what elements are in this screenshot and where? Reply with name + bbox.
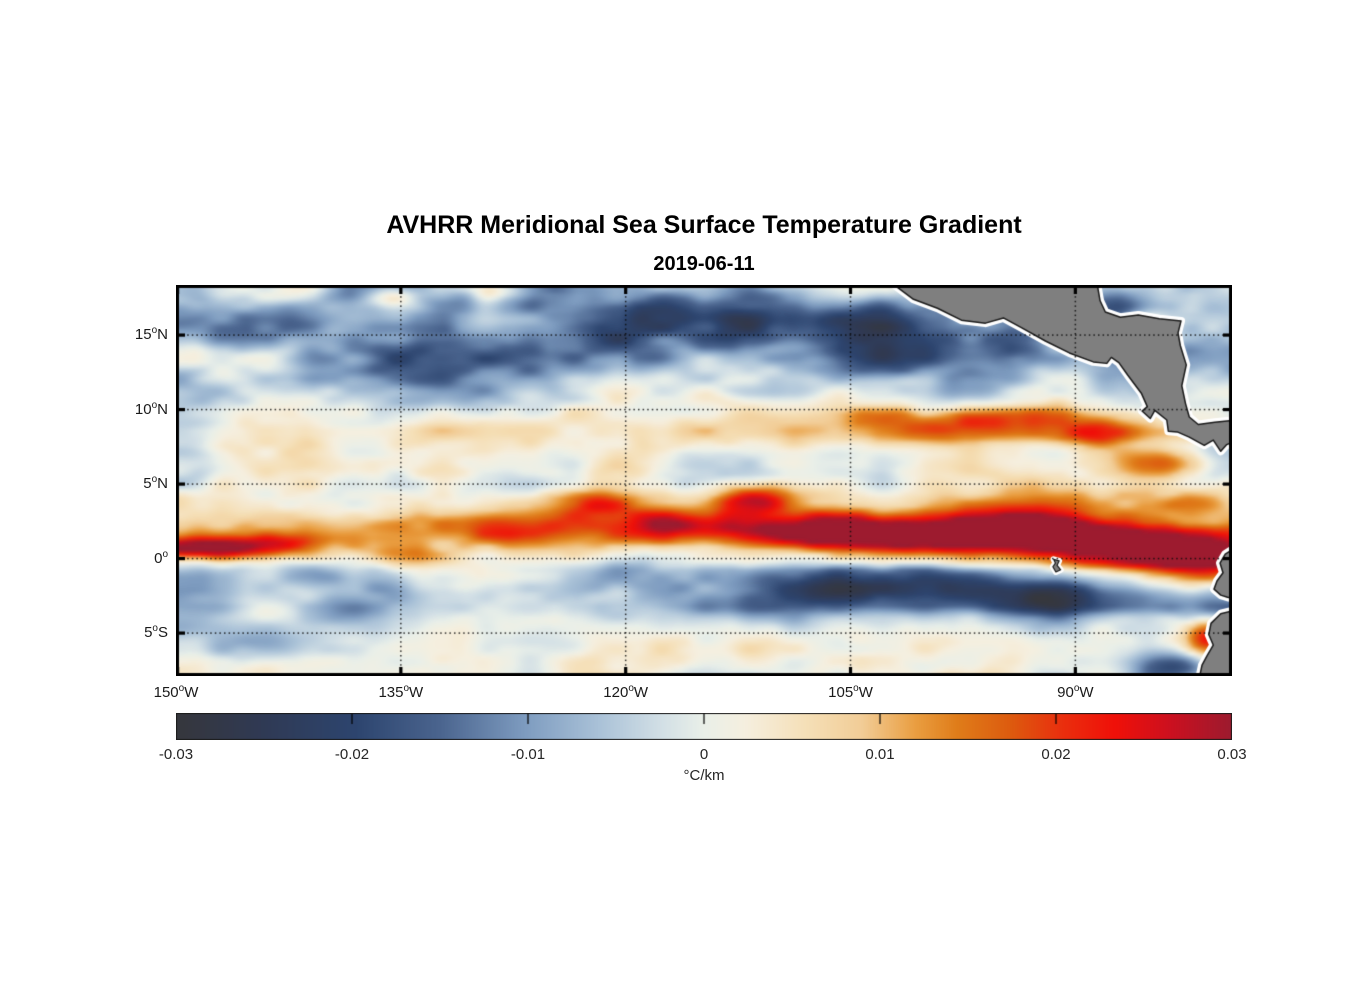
colorbar-tick-label: 0.02: [1041, 746, 1071, 763]
chart-title: AVHRR Meridional Sea Surface Temperature…: [386, 211, 1022, 239]
lon-tick-label: 135oW: [378, 683, 424, 702]
lat-tick-label: 5oS: [144, 623, 168, 642]
colorbar-tick-label: 0.03: [1217, 746, 1247, 763]
lon-tick-label: 120oW: [603, 683, 649, 702]
colorbar-tick-label: 0.01: [865, 746, 895, 763]
lon-tick-label: 90oW: [1057, 683, 1094, 702]
lon-tick-label: 150oW: [153, 683, 199, 702]
colorbar: [176, 713, 1232, 740]
lat-tick-label: 5oN: [143, 474, 168, 493]
colorbar-unit-label: °C/km: [683, 767, 725, 784]
map-plot: [176, 285, 1232, 676]
colorbar-tick-label: -0.01: [510, 746, 546, 763]
chart-date-subtitle: 2019-06-11: [653, 253, 755, 275]
colorbar-tick-label: -0.03: [158, 746, 194, 763]
lat-tick-label: 10oN: [134, 399, 168, 418]
colorbar-tick-label: 0: [699, 746, 709, 763]
lon-tick-label: 105oW: [828, 683, 873, 702]
sst-gradient-map-canvas: [176, 285, 1232, 676]
lat-tick-label: 0o: [154, 548, 168, 567]
lat-tick-label: 15oN: [134, 325, 168, 344]
colorbar-tick-label: -0.02: [334, 746, 370, 763]
